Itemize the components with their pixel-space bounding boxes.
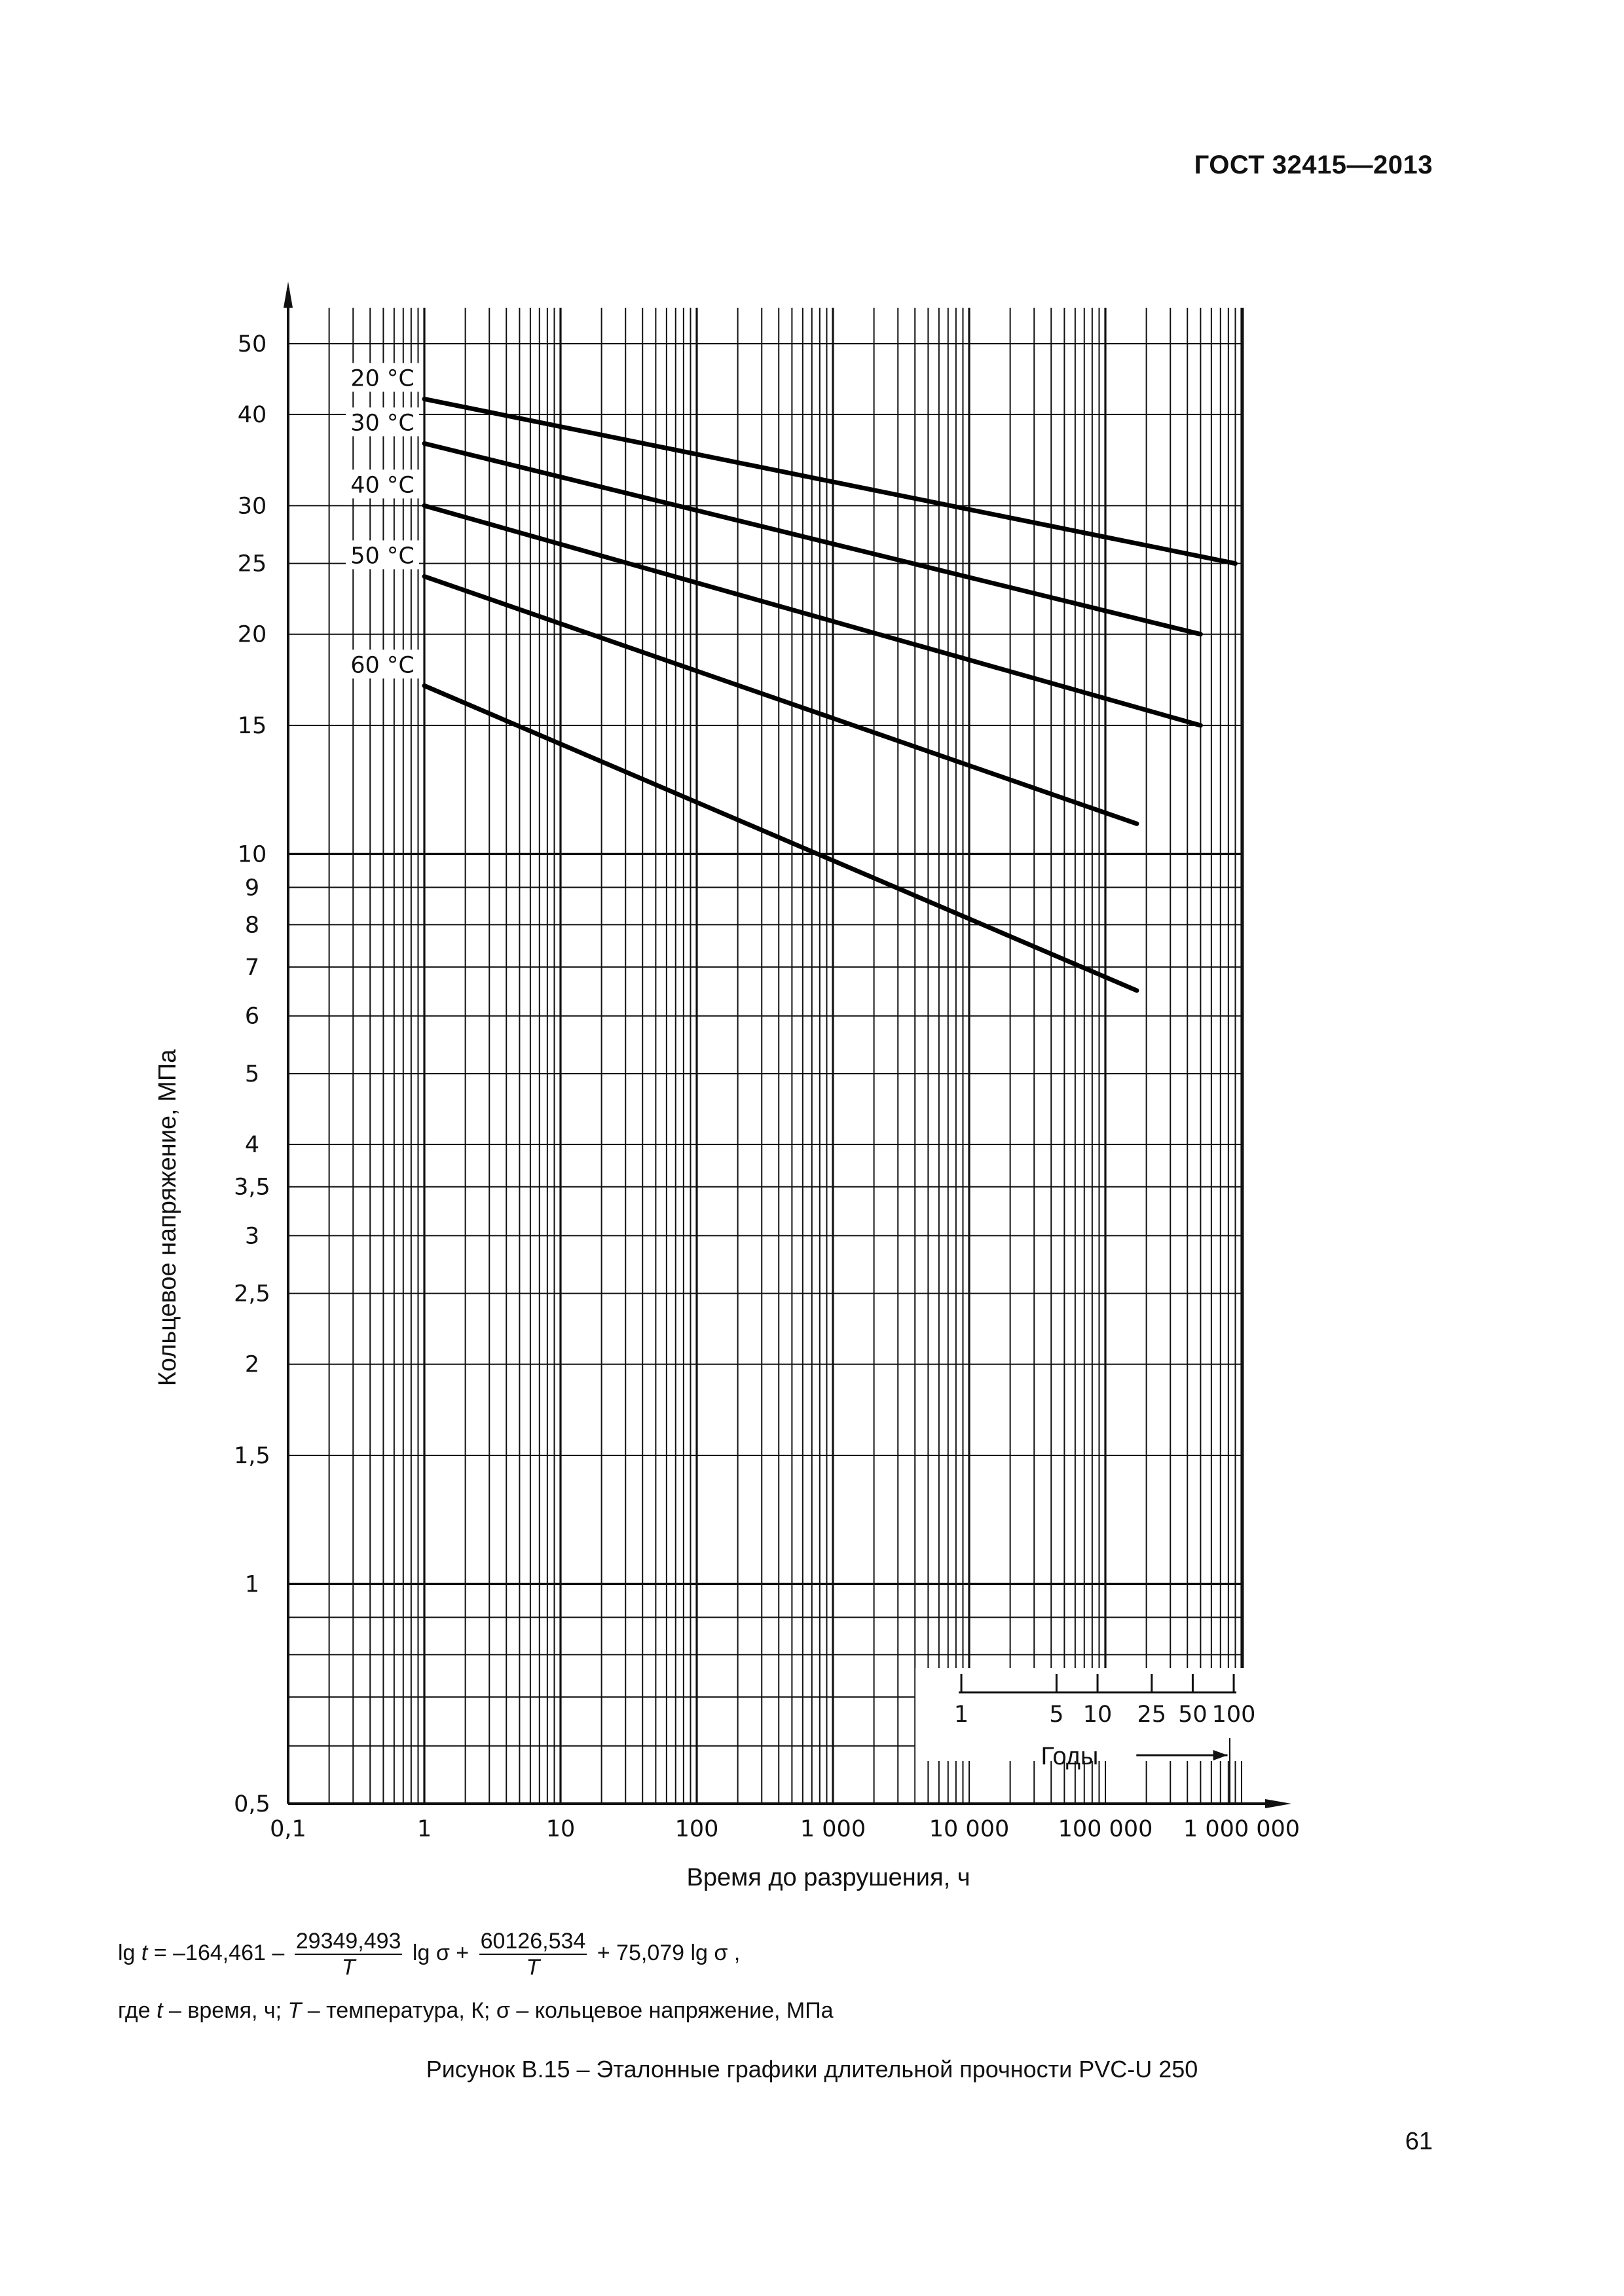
y-tick-label: 6 <box>245 1004 259 1030</box>
y-tick-label: 40 <box>238 402 267 428</box>
x-tick-label: 10 000 <box>929 1816 1009 1842</box>
series-line <box>422 441 1203 637</box>
y-tick-label: 4 <box>245 1132 259 1158</box>
series-label: 40 °C <box>350 472 415 498</box>
series-label-bg <box>346 649 419 679</box>
y-axis-title: Кольцевое напряжение, МПа <box>154 1049 181 1386</box>
years-tick-label: 5 <box>1049 1702 1063 1728</box>
y-tick-label: 3,5 <box>234 1175 270 1201</box>
y-tick-label: 50 <box>238 331 267 357</box>
years-tick-label: 25 <box>1137 1702 1167 1728</box>
y-tick-label: 8 <box>245 912 259 938</box>
series-label-bg <box>346 363 419 392</box>
formula-legend: где t – время, ч; T – температура, К; σ … <box>118 1998 834 2023</box>
years-tick-label: 100 <box>1212 1702 1256 1728</box>
years-tick-label: 50 <box>1178 1702 1208 1728</box>
figure-caption: Рисунок В.15 – Эталонные графики длитель… <box>426 2056 1198 2083</box>
y-tick-label: 10 <box>238 841 267 867</box>
x-tick-label: 1 000 000 <box>1183 1816 1300 1842</box>
years-tick-label: 10 <box>1083 1702 1113 1728</box>
x-tick-label: 0,1 <box>270 1816 306 1842</box>
axes <box>284 282 1291 1808</box>
x-axis-title: Время до разрушения, ч <box>686 1864 970 1891</box>
fraction-2: 60126,534 T <box>479 1929 587 1980</box>
y-tick-label: 3 <box>245 1223 259 1249</box>
series-line <box>422 683 1139 993</box>
series-label: 30 °C <box>350 410 415 436</box>
x-tick-label: 1 000 <box>800 1816 866 1842</box>
series-label-bg <box>346 407 419 437</box>
y-tick-label: 15 <box>238 713 267 739</box>
y-tick-label: 2 <box>245 1352 259 1378</box>
series-label-bg <box>346 540 419 570</box>
x-tick-label: 100 <box>675 1816 719 1842</box>
series-line <box>422 574 1139 826</box>
years-tick-label: 1 <box>954 1702 969 1728</box>
y-tick-label: 2,5 <box>234 1281 270 1307</box>
y-tick-label: 5 <box>245 1061 259 1087</box>
y-tick-label: 20 <box>238 622 267 648</box>
years-scale-label: Годы <box>1041 1743 1099 1770</box>
y-tick-label: 25 <box>238 551 267 577</box>
y-tick-label: 1 <box>245 1571 259 1597</box>
grid <box>287 308 1244 1804</box>
series-line <box>422 503 1203 728</box>
lifetime-formula: lg t = –164,461 – 29349,493 T lg σ + 6012… <box>118 1929 741 1980</box>
y-tick-label: 0,5 <box>234 1791 270 1817</box>
x-tick-label: 1 <box>417 1816 432 1842</box>
standard-code: ГОСТ 32415—2013 <box>1194 151 1433 179</box>
x-axis-arrow <box>1265 1799 1291 1808</box>
y-tick-label: 9 <box>245 875 259 901</box>
page-number: 61 <box>1405 2128 1433 2155</box>
fraction-1: 29349,493 T <box>294 1929 403 1980</box>
x-tick-label: 10 <box>546 1816 576 1842</box>
series-line <box>422 396 1238 566</box>
series-lines: 20 °C 30 °C 40 °C 50 °C 60 °C <box>346 363 1238 993</box>
series-label-bg <box>346 469 419 499</box>
x-tick-label: 100 000 <box>1058 1816 1153 1842</box>
years-arrow-head <box>1213 1750 1228 1760</box>
series-label: 20 °C <box>350 365 415 392</box>
series-label: 50 °C <box>350 543 415 569</box>
y-tick-label: 1,5 <box>234 1443 270 1469</box>
y-tick-label: 7 <box>245 955 259 981</box>
y-tick-label: 30 <box>238 493 267 519</box>
y-axis-arrow <box>284 282 293 308</box>
years-scale-box: 1 5 10 25 50 100 Годы <box>915 1668 1255 1804</box>
series-label: 60 °C <box>350 652 415 678</box>
years-scale-panel <box>915 1668 1244 1802</box>
